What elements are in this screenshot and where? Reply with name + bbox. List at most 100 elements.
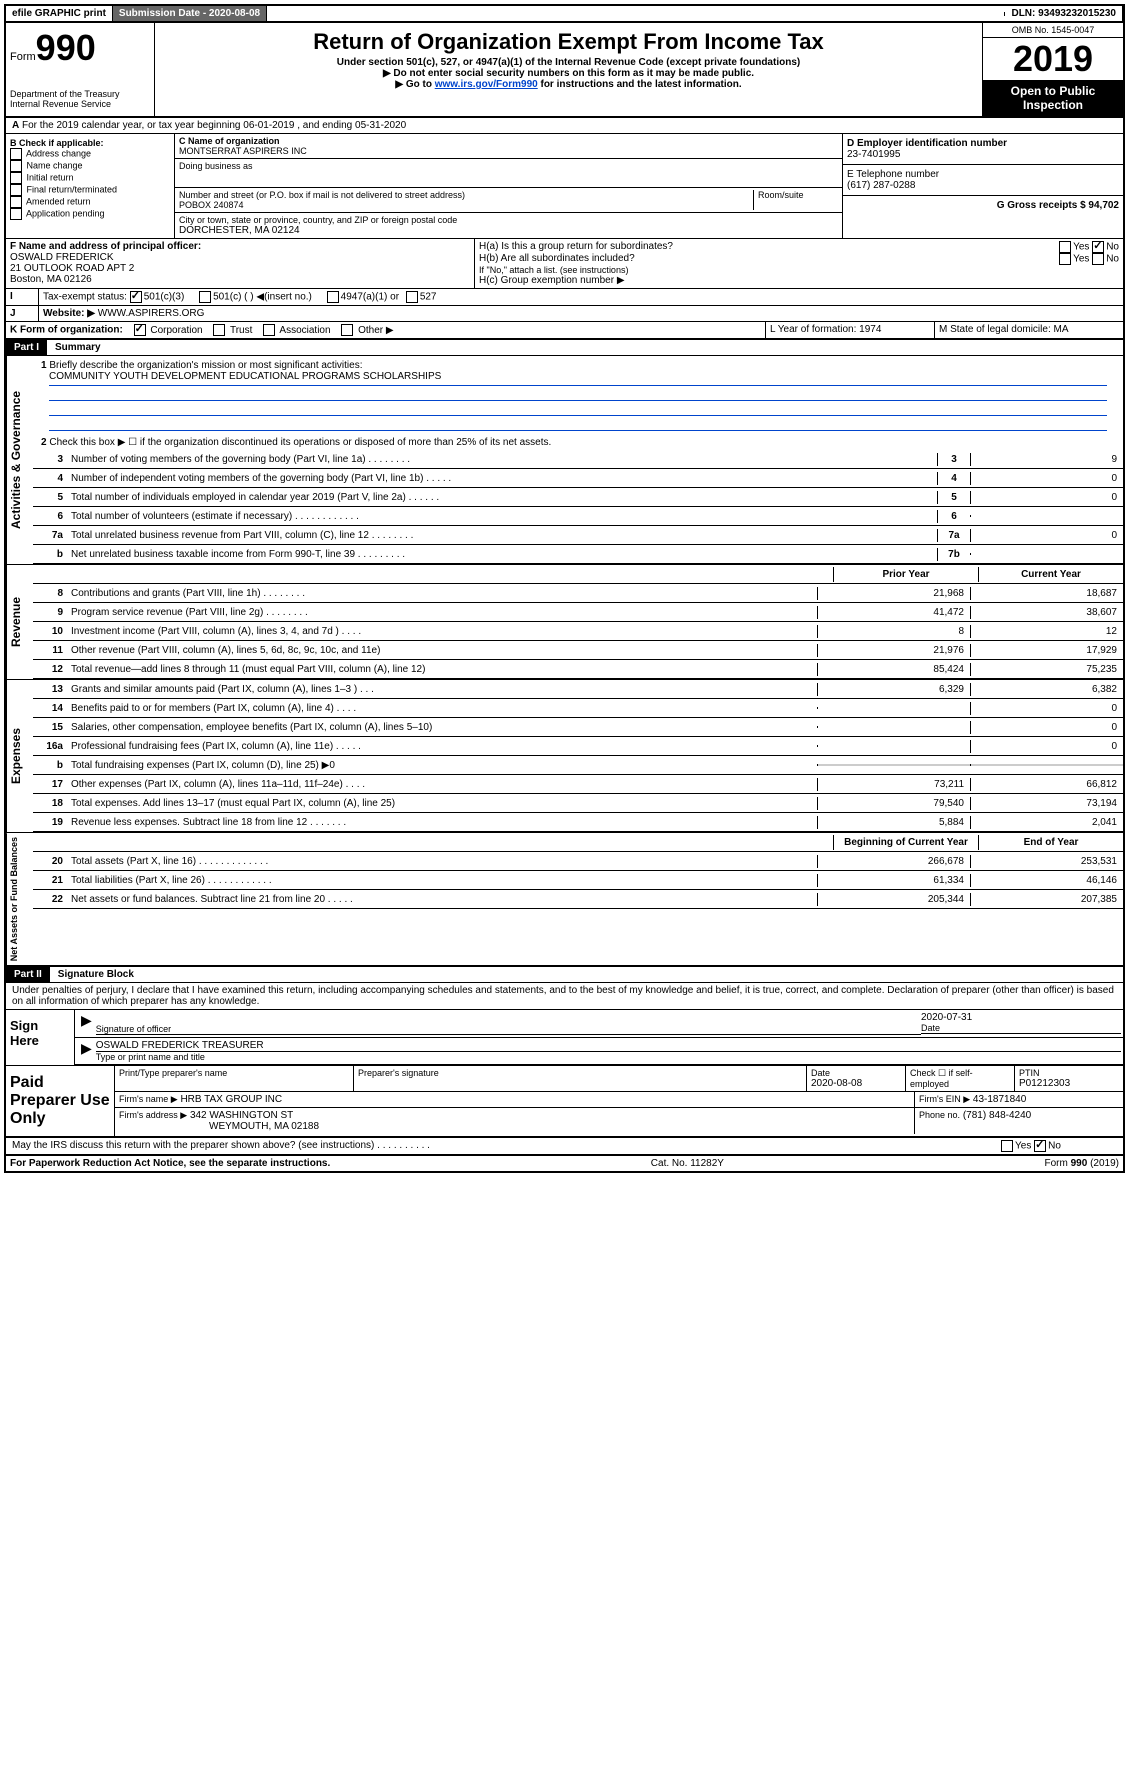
dln: DLN: 93493232015230 bbox=[1005, 6, 1123, 21]
part2-title: Signature Block bbox=[50, 967, 142, 982]
tax-status-label: Tax-exempt status: bbox=[43, 292, 127, 303]
footer-mid: Cat. No. 11282Y bbox=[651, 1158, 724, 1169]
summary-line: 20Total assets (Part X, line 16) . . . .… bbox=[33, 852, 1123, 871]
form-header: Form990 Department of the Treasury Inter… bbox=[6, 23, 1123, 118]
tel-value: (617) 287-0288 bbox=[847, 180, 1119, 191]
part1-header: Part I bbox=[6, 340, 47, 355]
room-label: Room/suite bbox=[758, 190, 838, 200]
b-checkbox-item: Name change bbox=[10, 160, 170, 172]
addr-label: Number and street (or P.O. box if mail i… bbox=[179, 190, 753, 200]
summary-line: 19Revenue less expenses. Subtract line 1… bbox=[33, 813, 1123, 832]
submission-date: Submission Date - 2020-08-08 bbox=[113, 6, 267, 21]
section-b: B Check if applicable: Address change Na… bbox=[6, 134, 175, 238]
phone-label: Phone no. bbox=[919, 1110, 960, 1120]
summary-line: 13Grants and similar amounts paid (Part … bbox=[33, 680, 1123, 699]
org-city: DORCHESTER, MA 02124 bbox=[179, 225, 838, 236]
form-label: Form bbox=[10, 51, 36, 63]
summary-line: 15Salaries, other compensation, employee… bbox=[33, 718, 1123, 737]
col-end: End of Year bbox=[978, 835, 1123, 850]
sign-date-label: Date bbox=[921, 1023, 1121, 1034]
org-name: MONTSERRAT ASPIRERS INC bbox=[179, 146, 838, 156]
dept-label: Department of the Treasury Internal Reve… bbox=[10, 89, 150, 109]
prep-col1: Print/Type preparer's name bbox=[119, 1068, 349, 1078]
summary-line: 8Contributions and grants (Part VIII, li… bbox=[33, 584, 1123, 603]
prep-label: Paid Preparer Use Only bbox=[6, 1066, 115, 1136]
expenses-section: Expenses 13Grants and similar amounts pa… bbox=[6, 680, 1123, 833]
prep-date-label: Date bbox=[811, 1068, 901, 1078]
footer: For Paperwork Reduction Act Notice, see … bbox=[6, 1156, 1123, 1171]
summary-line: bTotal fundraising expenses (Part IX, co… bbox=[33, 756, 1123, 775]
printed-label: Type or print name and title bbox=[96, 1052, 1121, 1062]
col-current: Current Year bbox=[978, 567, 1123, 582]
tax-year: 2019 bbox=[983, 38, 1123, 80]
efile-label: efile GRAPHIC print bbox=[6, 6, 113, 21]
h-c-label: H(c) Group exemption number ▶ bbox=[479, 275, 1119, 286]
tel-label: E Telephone number bbox=[847, 169, 1119, 180]
summary-line: 16aProfessional fundraising fees (Part I… bbox=[33, 737, 1123, 756]
prep-col2: Preparer's signature bbox=[358, 1068, 802, 1078]
top-bar: efile GRAPHIC print Submission Date - 20… bbox=[4, 4, 1125, 23]
h-b-answer: Yes No bbox=[1059, 253, 1119, 265]
firm-label: Firm's name ▶ bbox=[119, 1094, 178, 1104]
h-a-label: H(a) Is this a group return for subordin… bbox=[479, 241, 673, 253]
city-label: City or town, state or province, country… bbox=[179, 215, 838, 225]
sign-date: 2020-07-31 bbox=[921, 1012, 1121, 1023]
officer-addr1: 21 OUTLOOK ROAD APT 2 bbox=[10, 263, 470, 274]
vert-net: Net Assets or Fund Balances bbox=[6, 833, 33, 965]
summary-line: 6Total number of volunteers (estimate if… bbox=[33, 507, 1123, 526]
open-public-label: Open to Public Inspection bbox=[983, 80, 1123, 116]
revenue-section: Revenue Prior Year Current Year 8Contrib… bbox=[6, 565, 1123, 680]
year-formation: L Year of formation: 1974 bbox=[766, 322, 935, 338]
irs-link[interactable]: www.irs.gov/Form990 bbox=[435, 79, 538, 90]
part2-header-row: Part II Signature Block bbox=[6, 967, 1123, 983]
summary-line: 14Benefits paid to or for members (Part … bbox=[33, 699, 1123, 718]
footer-right: Form 990 (2019) bbox=[1045, 1158, 1119, 1169]
k-label: K Form of organization: bbox=[10, 325, 123, 336]
summary-line: 18Total expenses. Add lines 13–17 (must … bbox=[33, 794, 1123, 813]
b-checkbox-item: Initial return bbox=[10, 172, 170, 184]
firm-ein-label: Firm's EIN ▶ bbox=[919, 1094, 970, 1104]
k-option: Trust bbox=[213, 325, 255, 336]
discuss-row: May the IRS discuss this return with the… bbox=[6, 1138, 1123, 1156]
subtitle-2: ▶ Do not enter social security numbers o… bbox=[159, 68, 978, 79]
part1-title: Summary bbox=[47, 340, 109, 355]
b-label: B Check if applicable: bbox=[10, 138, 170, 148]
omb-number: OMB No. 1545-0047 bbox=[983, 23, 1123, 38]
h-b-label: H(b) Are all subordinates included? bbox=[479, 253, 635, 265]
org-name-label: C Name of organization bbox=[179, 136, 838, 146]
summary-line: 10Investment income (Part VIII, column (… bbox=[33, 622, 1123, 641]
sign-here: Sign Here ▶ Signature of officer 2020-07… bbox=[6, 1010, 1123, 1066]
vert-expenses: Expenses bbox=[6, 680, 33, 832]
firm-name: HRB TAX GROUP INC bbox=[180, 1094, 282, 1105]
net-assets-section: Net Assets or Fund Balances Beginning of… bbox=[6, 833, 1123, 967]
vert-revenue: Revenue bbox=[6, 565, 33, 679]
ein-value: 23-7401995 bbox=[847, 149, 1119, 160]
summary-line: bNet unrelated business taxable income f… bbox=[33, 545, 1123, 564]
firm-addr2: WEYMOUTH, MA 02188 bbox=[119, 1121, 910, 1132]
summary-line: 5Total number of individuals employed in… bbox=[33, 488, 1123, 507]
firm-phone: (781) 848-4240 bbox=[963, 1110, 1031, 1121]
dba-label: Doing business as bbox=[179, 161, 838, 171]
line1-label: Briefly describe the organization's miss… bbox=[49, 360, 362, 371]
prep-date: 2020-08-08 bbox=[811, 1078, 901, 1089]
527: 527 bbox=[420, 292, 437, 303]
website-url: WWW.ASPIRERS.ORG bbox=[98, 308, 205, 319]
sign-label: Sign Here bbox=[6, 1010, 75, 1065]
summary-line: 4Number of independent voting members of… bbox=[33, 469, 1123, 488]
website-label: Website: ▶ bbox=[43, 308, 95, 319]
form-title: Return of Organization Exempt From Incom… bbox=[159, 29, 978, 55]
k-option: Corporation bbox=[134, 325, 206, 336]
col-prior: Prior Year bbox=[833, 567, 978, 582]
section-d: D Employer identification number 23-7401… bbox=[843, 134, 1123, 238]
part2-header: Part II bbox=[6, 967, 50, 982]
summary-line: 22Net assets or fund balances. Subtract … bbox=[33, 890, 1123, 909]
paid-preparer: Paid Preparer Use Only Print/Type prepar… bbox=[6, 1066, 1123, 1138]
b-checkbox-item: Amended return bbox=[10, 196, 170, 208]
k-option: Other ▶ bbox=[341, 325, 393, 336]
f-label: F Name and address of principal officer: bbox=[10, 241, 470, 252]
b-checkbox-item: Application pending bbox=[10, 208, 170, 220]
part1-header-row: Part I Summary bbox=[6, 340, 1123, 356]
section-i: I Tax-exempt status: 501(c)(3) 501(c) ( … bbox=[6, 289, 1123, 306]
501c: 501(c) ( ) ◀(insert no.) bbox=[213, 292, 312, 303]
summary-line: 9Program service revenue (Part VIII, lin… bbox=[33, 603, 1123, 622]
